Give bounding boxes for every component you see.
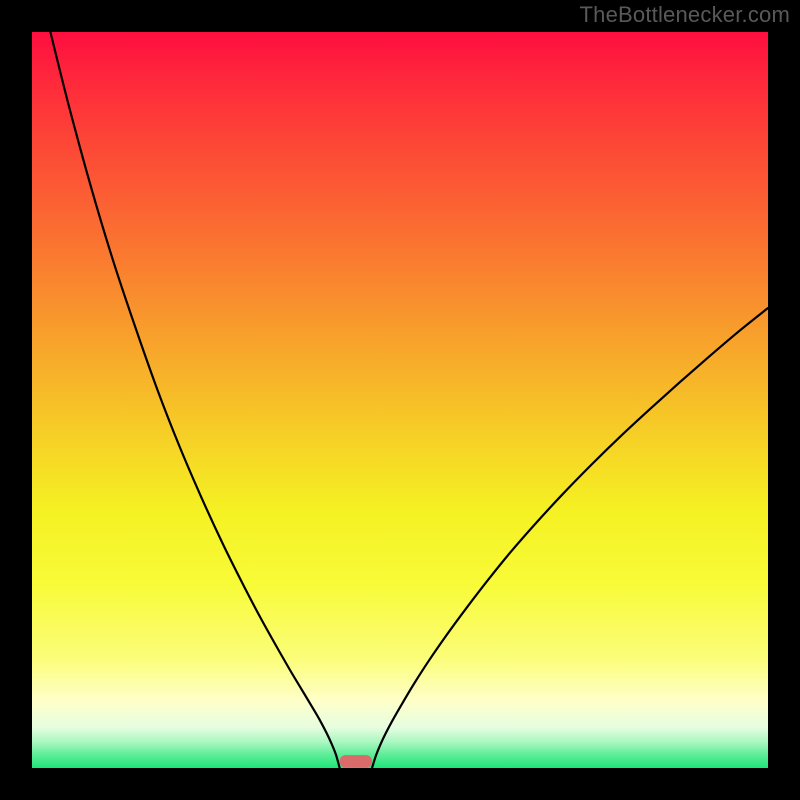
valley-marker [340, 755, 372, 768]
plot-background [32, 32, 768, 768]
watermark-label: TheBottlenecker.com [580, 2, 790, 28]
chart-frame: TheBottlenecker.com [0, 0, 800, 800]
bottleneck-curve-chart [0, 0, 800, 800]
